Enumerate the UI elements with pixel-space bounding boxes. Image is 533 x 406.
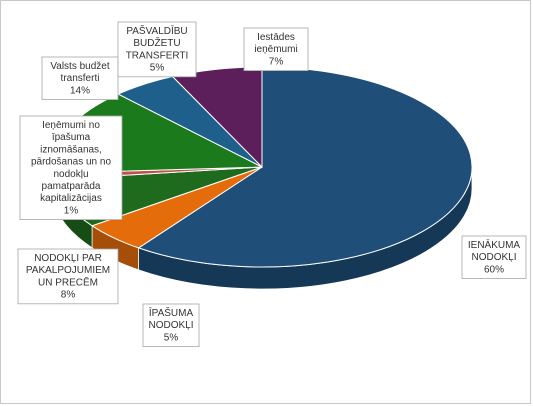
data-label-1-line-0: ĪPAŠUMA	[149, 306, 194, 319]
data-label-6-line-2: 7%	[269, 56, 284, 67]
data-label-2-line-0: NODOKĻI PAR	[34, 253, 102, 264]
data-label-3-line-5: pamatparāda	[42, 181, 101, 192]
data-label-3-line-1: īpašuma	[52, 132, 91, 143]
data-label-3-line-2: iznomāšanas,	[40, 144, 102, 155]
data-label-0-line-0: IENĀKUMA	[468, 239, 521, 251]
data-label-1-line-1: NODOKĻI	[148, 320, 193, 331]
data-label-6-line-0: Iestādes	[257, 32, 295, 43]
data-label-3-line-7: 1%	[64, 205, 79, 216]
data-label-3-line-6: kapitalizācijas	[40, 193, 102, 204]
data-label-2-line-3: 8%	[61, 290, 76, 301]
data-label-0-line-1: NODOKĻI	[471, 252, 516, 263]
data-label-5-line-2: TRANSFERTI	[126, 50, 189, 61]
data-label-1-line-2: 5%	[164, 332, 179, 343]
data-label-box-6	[243, 27, 309, 71]
data-label-3-line-3: pārdošanas un no	[31, 157, 112, 168]
data-label-3-line-4: nodokļu	[53, 169, 88, 180]
data-label-5-line-3: 5%	[150, 63, 165, 74]
data-label-2-line-1: PAKALPOJUMIEM	[26, 265, 110, 276]
data-label-box-0	[461, 235, 527, 279]
data-label-box-3	[19, 115, 123, 220]
data-label-4-line-1: transferti	[61, 73, 100, 84]
pie-slice-0	[137, 66, 473, 268]
data-label-4-line-0: Valsts budžet	[50, 61, 110, 72]
data-label-4-line-2: 14%	[70, 85, 90, 96]
data-label-box-1	[142, 303, 200, 347]
data-label-0-line-2: 60%	[484, 264, 504, 275]
data-label-5-line-1: BUDŽETU	[133, 36, 180, 49]
data-label-2-line-2: UN PRECĒM	[38, 276, 98, 288]
data-label-box-4	[41, 56, 119, 100]
data-label-box-5	[117, 21, 197, 78]
data-label-5-line-0: PAŠVALDĪBU	[126, 24, 187, 37]
data-label-3-line-0: Ieņēmumi no	[42, 120, 100, 131]
data-label-box-2	[17, 248, 119, 305]
data-label-6-line-1: ieņēmumi	[254, 44, 297, 55]
